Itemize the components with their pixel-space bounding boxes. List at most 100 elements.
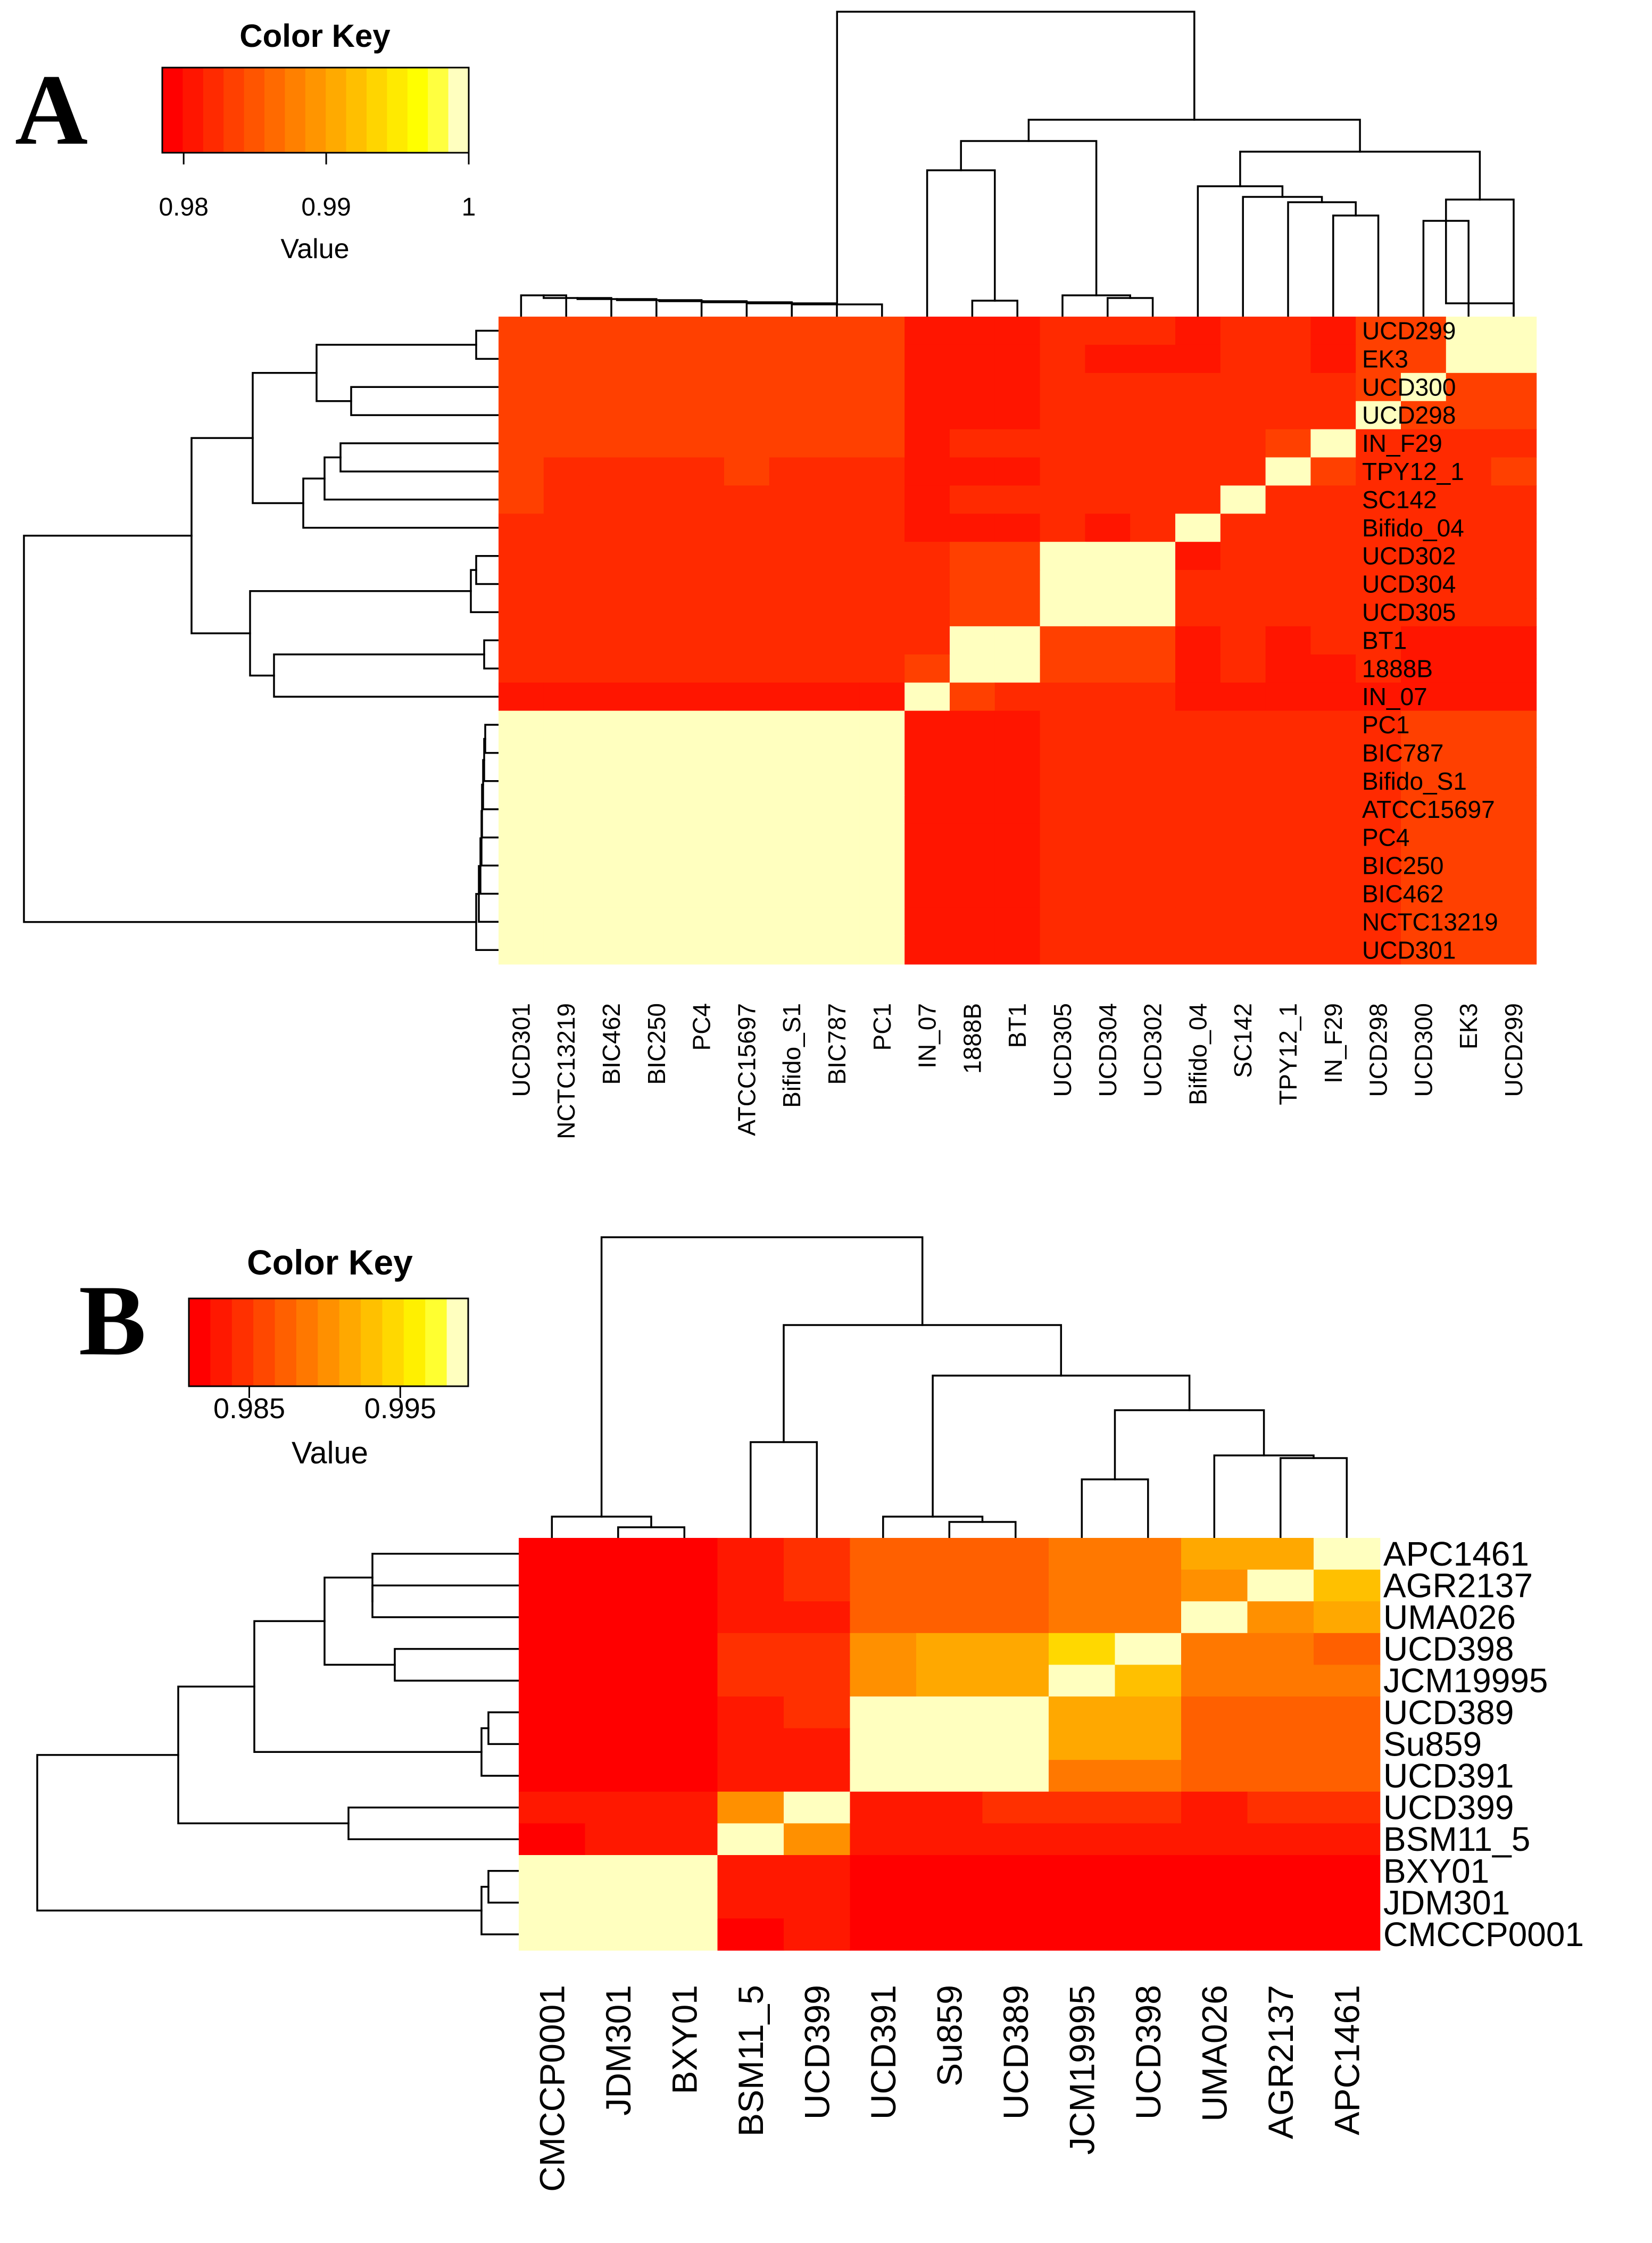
heatmap-cell bbox=[859, 429, 905, 458]
heatmap-cell bbox=[1049, 1569, 1116, 1602]
heatmap-cell bbox=[1446, 936, 1492, 965]
heatmap-cell bbox=[1314, 1569, 1381, 1602]
heatmap-cell bbox=[950, 457, 995, 486]
column-dendrogram-a bbox=[520, 11, 1515, 318]
heatmap-cell bbox=[814, 654, 860, 683]
row-label: UCD389 bbox=[1383, 1693, 1514, 1732]
row-label: Su859 bbox=[1383, 1725, 1482, 1763]
heatmap-cell bbox=[814, 823, 860, 852]
heatmap-cell bbox=[859, 373, 905, 402]
heatmap-cell bbox=[1085, 514, 1131, 542]
heatmap-cell bbox=[634, 485, 679, 515]
heatmap-cell bbox=[1220, 598, 1266, 627]
heatmap-cell bbox=[784, 1665, 851, 1697]
heatmap-cell bbox=[1356, 514, 1401, 542]
heatmap-cell bbox=[1446, 457, 1492, 486]
heatmap-cell bbox=[769, 851, 815, 880]
color-key-title: Color Key bbox=[247, 1243, 413, 1282]
heatmap-cell bbox=[1356, 682, 1401, 711]
heatmap-cell bbox=[1491, 682, 1537, 711]
heatmap-cell bbox=[784, 1918, 851, 1951]
heatmap-cell bbox=[769, 823, 815, 852]
heatmap-cell bbox=[1220, 485, 1266, 515]
row-label: BT1 bbox=[1362, 626, 1407, 654]
heatmap-cell bbox=[588, 626, 635, 655]
dendrogram-branch bbox=[1114, 1409, 1265, 1480]
heatmap-cell bbox=[1401, 682, 1447, 711]
dendrogram-branch bbox=[480, 1727, 520, 1777]
dendrogram-branch bbox=[480, 1885, 520, 1935]
heatmap-cell bbox=[904, 598, 950, 627]
heatmap-cell bbox=[588, 457, 635, 486]
dendrogram-branch bbox=[932, 1375, 1191, 1518]
heatmap-cell bbox=[950, 429, 995, 458]
color-key-tick-label: 0.995 bbox=[364, 1393, 436, 1425]
heatmap-cell bbox=[1356, 626, 1401, 655]
heatmap-cell bbox=[1446, 880, 1492, 908]
heatmap-cell bbox=[859, 570, 905, 599]
heatmap-cell bbox=[1310, 457, 1356, 486]
dendrogram-branch bbox=[1239, 151, 1481, 201]
heatmap-cell bbox=[543, 514, 590, 542]
dendrogram-branch bbox=[483, 738, 500, 782]
color-key-tick-label: 0.99 bbox=[301, 193, 351, 221]
heatmap-cell bbox=[1115, 1665, 1182, 1697]
heatmap-cell bbox=[850, 1665, 917, 1697]
heatmap-cell bbox=[1085, 654, 1131, 683]
heatmap-cell bbox=[679, 880, 725, 908]
heatmap-cell bbox=[724, 907, 770, 937]
heatmap-cell bbox=[1401, 598, 1447, 627]
heatmap-cell bbox=[1085, 710, 1131, 740]
heatmap-cell bbox=[543, 373, 590, 402]
heatmap-cell bbox=[1115, 1791, 1182, 1824]
heatmap-cell bbox=[1220, 457, 1266, 486]
heatmap-cell bbox=[982, 1886, 1049, 1919]
color-key-bin bbox=[223, 68, 245, 153]
heatmap-cell bbox=[982, 1855, 1049, 1888]
heatmap-cell bbox=[1220, 851, 1266, 880]
heatmap-cell bbox=[543, 570, 590, 599]
heatmap-cell bbox=[1175, 485, 1221, 515]
heatmap-cell bbox=[1181, 1665, 1248, 1697]
row-label: PC1 bbox=[1362, 711, 1409, 739]
heatmap-cell bbox=[1265, 542, 1311, 570]
heatmap-cell bbox=[1446, 373, 1492, 402]
heatmap-cell bbox=[1247, 1855, 1314, 1888]
column-label: CMCCP0001 bbox=[532, 1985, 571, 2192]
heatmap-cell bbox=[1401, 457, 1447, 486]
heatmap-cell bbox=[950, 710, 995, 740]
heatmap-cell bbox=[1049, 1538, 1116, 1570]
heatmap-cell bbox=[769, 317, 815, 345]
heatmap-cell bbox=[982, 1665, 1049, 1697]
heatmap-cell bbox=[724, 429, 770, 458]
heatmap-cell bbox=[994, 570, 1041, 599]
heatmap-cell bbox=[543, 626, 590, 655]
heatmap-cell bbox=[814, 485, 860, 515]
heatmap-cell bbox=[950, 317, 995, 345]
dendrogram-branch bbox=[347, 1806, 520, 1840]
color-key-ticks: 0.985 0.995 bbox=[213, 1386, 436, 1425]
heatmap-cell bbox=[1175, 626, 1221, 655]
heatmap-cell bbox=[1040, 654, 1086, 683]
heatmap-cell bbox=[543, 682, 590, 711]
heatmap-cell bbox=[651, 1886, 718, 1919]
heatmap-cell bbox=[1115, 1886, 1182, 1919]
heatmap-cell bbox=[1040, 542, 1086, 570]
heatmap-cell bbox=[1220, 570, 1266, 599]
row-label: UCD299 bbox=[1362, 317, 1456, 344]
heatmap-cell bbox=[1085, 542, 1131, 570]
color-key-frame bbox=[161, 67, 470, 154]
dendrogram-branch bbox=[482, 759, 500, 810]
heatmap-cell bbox=[679, 429, 725, 458]
heatmap-cell bbox=[1220, 823, 1266, 852]
color-key-bin bbox=[446, 1298, 469, 1386]
heatmap-cell bbox=[1040, 626, 1086, 655]
heatmap-cell bbox=[1446, 514, 1492, 542]
heatmap-cell bbox=[1130, 457, 1176, 486]
heatmap-cell bbox=[1401, 767, 1447, 796]
heatmap-cell bbox=[859, 682, 905, 711]
heatmap-cell bbox=[1040, 429, 1086, 458]
heatmap-cell bbox=[1310, 739, 1356, 768]
heatmap-cell bbox=[769, 542, 815, 570]
heatmap-cell bbox=[1356, 401, 1401, 430]
